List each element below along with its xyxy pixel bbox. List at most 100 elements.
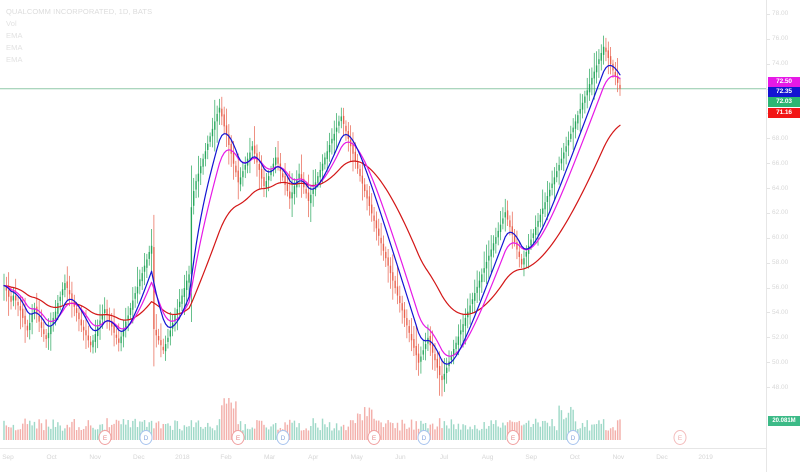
dividend-marker[interactable]: D [276, 430, 290, 445]
candle-body [26, 325, 29, 331]
candle-body [577, 115, 579, 124]
volume-bar [534, 418, 537, 440]
volume-bar [111, 424, 113, 440]
candle-body [356, 162, 359, 169]
volume-bar [485, 428, 488, 440]
candle-body [537, 220, 539, 227]
volume-bar [19, 429, 22, 440]
candle-body [97, 326, 99, 337]
earnings-marker[interactable]: E [367, 430, 381, 445]
candle-body [518, 251, 520, 257]
price-tick-mark [767, 362, 770, 364]
volume-bar [340, 426, 342, 440]
volume-bar [481, 428, 483, 440]
price-tick: 76.00 [767, 34, 800, 44]
volume-bar [54, 426, 57, 440]
earnings-marker[interactable]: E [98, 430, 112, 445]
candle-body [291, 192, 293, 199]
volume-bar [551, 419, 553, 440]
volume-bar [553, 426, 556, 440]
volume-bar [504, 425, 506, 440]
price-tick-label: 60.00 [772, 234, 789, 242]
volume-bar [612, 427, 614, 440]
candle-body [106, 309, 108, 316]
volume-bar [469, 426, 471, 440]
volume-bar [436, 426, 439, 440]
candle-body [413, 338, 415, 348]
candle-body [471, 299, 474, 305]
volume-bar [258, 420, 261, 440]
volume-bar [452, 424, 455, 440]
volume-bar [544, 420, 546, 440]
volume-bar [476, 428, 478, 440]
volume-bar [33, 421, 36, 440]
earnings-marker[interactable]: E [506, 430, 520, 445]
chart-plot-area[interactable] [0, 0, 766, 448]
volume-bar [471, 429, 474, 440]
time-tick-label: Nov [89, 454, 101, 461]
price-tick-mark [767, 387, 770, 389]
candle-body [328, 145, 331, 153]
candle-body [249, 152, 251, 160]
candle-body [265, 181, 268, 188]
price-badge-ema-fast: 72.50 [768, 77, 800, 87]
volume-bar [490, 420, 492, 440]
price-tick-mark [767, 13, 770, 15]
volume-bar [223, 398, 225, 440]
candle-body [410, 333, 413, 341]
price-tick-mark [767, 262, 770, 264]
price-scale[interactable]: 78.0076.0074.0072.0070.0068.0066.0064.00… [766, 0, 800, 472]
volume-bar [260, 420, 263, 440]
dividend-marker[interactable]: D [566, 430, 580, 445]
volume-badge: 20.081M [768, 416, 800, 426]
candle-body [45, 335, 47, 340]
earnings-marker[interactable]: E [231, 430, 245, 445]
time-scale[interactable]: Sep Oct Nov Dec 2018 Feb Mar Apr May Jun Jul Aug Sep… [0, 448, 766, 472]
candle-body [492, 243, 495, 251]
price-tick-label: 78.00 [772, 10, 789, 18]
price-tick-label: 58.00 [772, 259, 789, 267]
volume-bar [450, 419, 453, 440]
candle-body [80, 319, 82, 326]
volume-bar [457, 423, 460, 440]
candle-body [539, 214, 542, 223]
candle-body [544, 202, 546, 210]
candle-body [29, 322, 31, 331]
volume-bar [324, 424, 326, 440]
dividend-marker[interactable]: D [417, 430, 431, 445]
candle-body [415, 345, 417, 356]
candle-body [239, 177, 242, 185]
volume-bar [326, 427, 328, 440]
price-tick-mark [767, 63, 770, 65]
candle-body [396, 286, 399, 296]
volume-bar [66, 424, 68, 440]
price-tick: 64.00 [767, 184, 800, 194]
candle-body [579, 108, 581, 114]
candle-body [108, 315, 111, 322]
candle-body [490, 249, 492, 257]
candle-body [338, 121, 340, 126]
time-tick-label: Dec [656, 454, 668, 461]
candle-body [502, 218, 504, 224]
candle-body [150, 245, 153, 254]
volume-bar [434, 429, 436, 440]
candle-body [570, 133, 572, 139]
candle-body [488, 255, 490, 261]
volume-bar [29, 420, 31, 440]
volume-bar [361, 420, 364, 440]
price-tick-mark [767, 337, 770, 339]
candle-body [483, 268, 485, 273]
volume-bar [251, 427, 253, 440]
price-tick-label: 48.00 [772, 383, 789, 391]
earnings-marker[interactable]: E [673, 430, 687, 445]
price-tick: 78.00 [767, 9, 800, 19]
dividend-marker[interactable]: D [139, 430, 153, 445]
volume-bar [478, 430, 481, 440]
volume-bar [155, 422, 157, 440]
candle-body [214, 121, 216, 130]
price-tick-label: 56.00 [772, 284, 789, 292]
volume-bar [5, 425, 8, 440]
volume-bar [253, 428, 256, 440]
candle-body [441, 375, 443, 381]
